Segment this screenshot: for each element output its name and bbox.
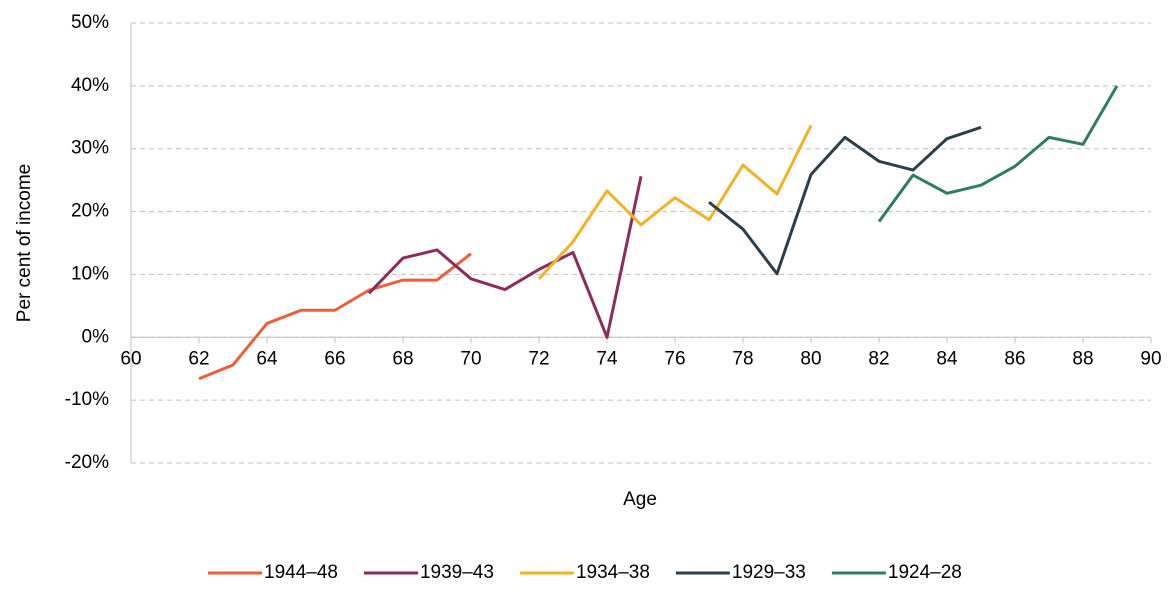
x-tick-label: 70 — [460, 348, 481, 369]
x-tick-label: 64 — [256, 348, 278, 369]
x-tick-label: 76 — [664, 348, 685, 369]
x-tick-label: 86 — [1004, 348, 1025, 369]
series-line — [367, 176, 643, 339]
legend-label: 1924–28 — [888, 562, 962, 583]
y-tick-label: 50% — [71, 12, 109, 33]
series-line — [877, 85, 1119, 223]
legend-label: 1944–48 — [264, 562, 338, 583]
x-axis-title: Age — [623, 489, 657, 510]
x-tick-label: 80 — [800, 348, 821, 369]
x-tick-label: 88 — [1072, 348, 1093, 369]
x-tick-label: 74 — [596, 348, 618, 369]
legend-label: 1934–38 — [576, 562, 650, 583]
y-tick-label: 0% — [82, 326, 110, 347]
y-tick-label: 10% — [71, 263, 109, 284]
x-tick-label: 72 — [528, 348, 549, 369]
x-tick-label: 60 — [120, 348, 141, 369]
x-tick-label: 68 — [392, 348, 413, 369]
y-tick-label: -20% — [65, 452, 109, 473]
series-line — [537, 124, 813, 280]
y-axis-title: Per cent of income — [14, 164, 35, 322]
y-tick-label: 20% — [71, 201, 109, 222]
x-tick-label: 84 — [936, 348, 958, 369]
y-tick-label: 40% — [71, 75, 109, 96]
y-tick-label: -10% — [65, 389, 109, 410]
legend-label: 1939–43 — [420, 562, 494, 583]
series-line — [198, 252, 472, 381]
x-tick-label: 90 — [1140, 348, 1161, 369]
series-line — [708, 125, 982, 276]
x-tick-label: 82 — [868, 348, 889, 369]
x-tick-label: 62 — [188, 348, 209, 369]
y-tick-label: 30% — [71, 138, 109, 159]
x-tick-label: 66 — [324, 348, 345, 369]
legend-label: 1929–33 — [732, 562, 806, 583]
x-tick-label: 78 — [732, 348, 753, 369]
